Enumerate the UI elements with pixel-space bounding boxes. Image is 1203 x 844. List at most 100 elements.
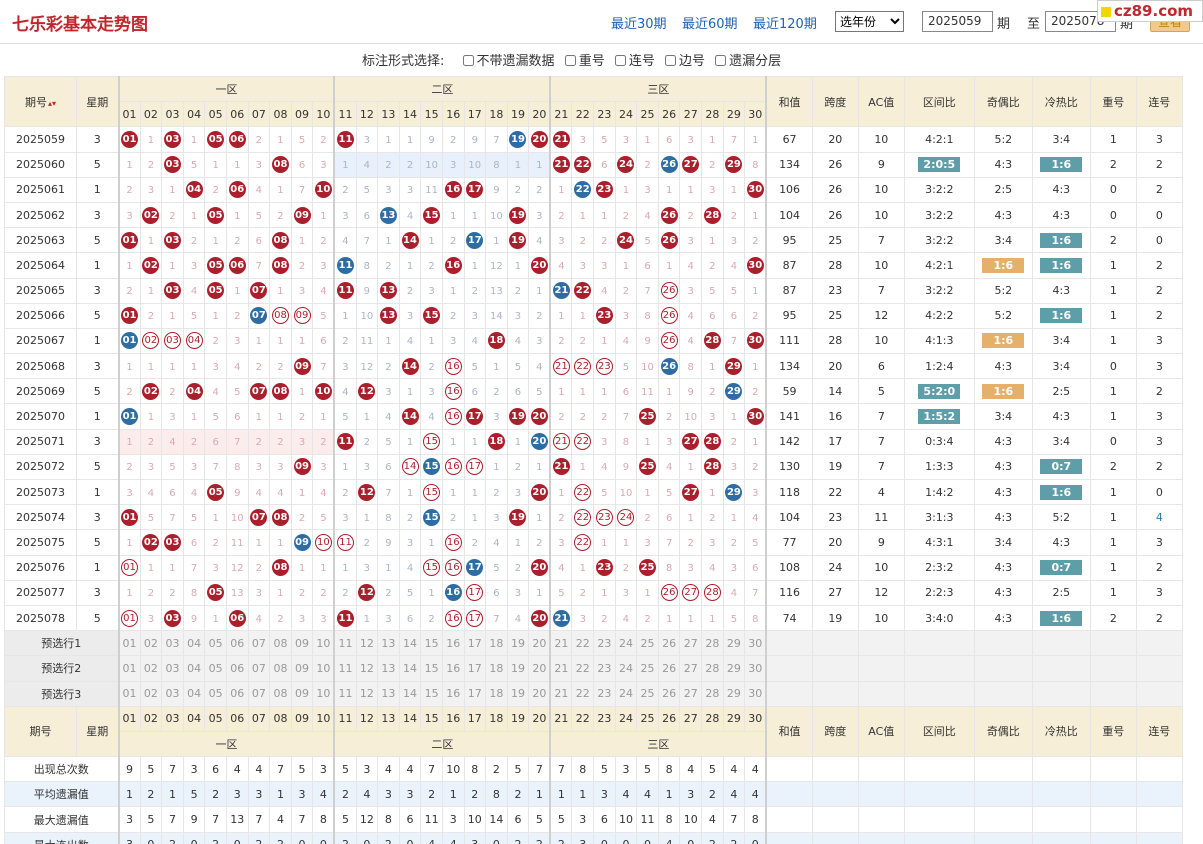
preselect-number[interactable]: 25	[636, 630, 659, 657]
preselect-number[interactable]: 24	[614, 680, 638, 707]
preselect-number[interactable]: 20	[528, 655, 551, 682]
sort-icon[interactable]: ▴▾	[47, 98, 57, 108]
year-select[interactable]: 选年份	[835, 11, 904, 32]
preselect-number[interactable]: 05	[204, 630, 227, 657]
preselect-number[interactable]: 18	[485, 680, 508, 707]
preselect-number[interactable]: 10	[312, 680, 335, 707]
preselect-number[interactable]: 04	[182, 680, 206, 707]
preselect-number[interactable]: 19	[506, 655, 530, 682]
preselect-number[interactable]: 13	[377, 655, 400, 682]
preselect-number[interactable]: 23	[593, 680, 616, 707]
preselect-number[interactable]: 05	[204, 655, 227, 682]
preselect-number[interactable]: 08	[269, 655, 292, 682]
preselect-number[interactable]: 28	[701, 680, 724, 707]
recent-120-link[interactable]: 最近120期	[753, 17, 817, 32]
preselect-number[interactable]: 11	[333, 655, 357, 682]
preselect-number[interactable]: 20	[528, 680, 551, 707]
preselect-number[interactable]: 29	[722, 655, 746, 682]
preselect-number[interactable]: 18	[485, 630, 508, 657]
preselect-number[interactable]: 10	[312, 630, 335, 657]
option-layer[interactable]: 遗漏分层	[715, 54, 781, 69]
preselect-number[interactable]: 04	[182, 630, 206, 657]
preselect-number[interactable]: 23	[593, 630, 616, 657]
preselect-number[interactable]: 02	[139, 630, 163, 657]
preselect-number[interactable]: 09	[290, 680, 314, 707]
option-no-missing-checkbox[interactable]	[462, 55, 474, 66]
preselect-number[interactable]: 02	[139, 655, 163, 682]
preselect-number[interactable]: 13	[377, 680, 400, 707]
preselect-number[interactable]: 19	[506, 680, 530, 707]
preselect-number[interactable]: 01	[117, 680, 141, 707]
preselect-number[interactable]: 07	[247, 680, 271, 707]
option-repeat-checkbox[interactable]	[564, 55, 576, 66]
preselect-number[interactable]: 16	[441, 655, 465, 682]
preselect-number[interactable]: 23	[593, 655, 616, 682]
preselect-number[interactable]: 19	[506, 630, 530, 657]
preselect-number[interactable]: 13	[377, 630, 400, 657]
option-edge-checkbox[interactable]	[665, 55, 676, 66]
preselect-number[interactable]: 29	[722, 680, 746, 707]
preselect-number[interactable]: 02	[139, 680, 163, 707]
preselect-number[interactable]: 27	[679, 655, 703, 682]
preselect-number[interactable]: 30	[744, 655, 767, 682]
preselect-number[interactable]: 26	[657, 655, 681, 682]
preselect-number[interactable]: 01	[117, 655, 141, 682]
preselect-number[interactable]: 04	[182, 655, 206, 682]
preselect-number[interactable]: 27	[679, 630, 703, 657]
preselect-number[interactable]: 06	[225, 680, 249, 707]
preselect-number[interactable]: 28	[701, 630, 724, 657]
preselect-number[interactable]: 14	[398, 630, 422, 657]
preselect-number[interactable]: 30	[744, 680, 767, 707]
option-repeat[interactable]: 重号	[564, 54, 605, 69]
preselect-row[interactable]: 预选行2 01 02 03 04 05 06 07 08 09 10 11 12 13 14 15 16 17 18…	[4, 655, 1183, 682]
recent-60-link[interactable]: 最近60期	[682, 17, 738, 32]
preselect-number[interactable]: 26	[657, 630, 681, 657]
preselect-number[interactable]: 26	[657, 680, 681, 707]
preselect-number[interactable]: 17	[463, 680, 487, 707]
preselect-number[interactable]: 14	[398, 680, 422, 707]
preselect-number[interactable]: 15	[420, 655, 443, 682]
preselect-number[interactable]: 03	[161, 630, 184, 657]
preselect-number[interactable]: 14	[398, 655, 422, 682]
preselect-number[interactable]: 11	[333, 680, 357, 707]
preselect-number[interactable]: 21	[549, 655, 573, 682]
preselect-number[interactable]: 11	[333, 630, 357, 657]
option-consecutive[interactable]: 连号	[614, 54, 655, 69]
preselect-number[interactable]: 16	[441, 680, 465, 707]
preselect-number[interactable]: 06	[225, 655, 249, 682]
preselect-number[interactable]: 09	[290, 655, 314, 682]
preselect-number[interactable]: 12	[355, 680, 379, 707]
preselect-number[interactable]: 12	[355, 630, 379, 657]
option-layer-checkbox[interactable]	[715, 55, 727, 66]
preselect-number[interactable]: 05	[204, 680, 227, 707]
preselect-number[interactable]: 22	[571, 630, 595, 657]
preselect-number[interactable]: 25	[636, 680, 659, 707]
preselect-number[interactable]: 25	[636, 655, 659, 682]
preselect-number[interactable]: 30	[744, 630, 767, 657]
preselect-number[interactable]: 03	[161, 680, 184, 707]
preselect-number[interactable]: 07	[247, 630, 271, 657]
preselect-number[interactable]: 17	[463, 655, 487, 682]
preselect-number[interactable]: 16	[441, 630, 465, 657]
preselect-number[interactable]: 09	[290, 630, 314, 657]
preselect-number[interactable]: 27	[679, 680, 703, 707]
preselect-number[interactable]: 15	[420, 630, 443, 657]
issue-header[interactable]: 期号▴▾	[4, 75, 77, 128]
preselect-row[interactable]: 预选行3 01 02 03 04 05 06 07 08 09 10 11 12 13 14 15 16 17 18…	[4, 680, 1183, 707]
preselect-number[interactable]: 21	[549, 680, 573, 707]
option-no-missing[interactable]: 不带遗漏数据	[462, 54, 555, 69]
recent-30-link[interactable]: 最近30期	[611, 17, 667, 32]
preselect-number[interactable]: 20	[528, 630, 551, 657]
preselect-number[interactable]: 21	[549, 630, 573, 657]
preselect-number[interactable]: 22	[571, 680, 595, 707]
preselect-number[interactable]: 07	[247, 655, 271, 682]
preselect-number[interactable]: 15	[420, 680, 443, 707]
option-consecutive-checkbox[interactable]	[614, 55, 626, 66]
preselect-number[interactable]: 24	[614, 630, 638, 657]
preselect-number[interactable]: 18	[485, 655, 508, 682]
preselect-number[interactable]: 29	[722, 630, 746, 657]
option-edge[interactable]: 边号	[665, 54, 705, 69]
preselect-number[interactable]: 03	[161, 655, 184, 682]
preselect-row[interactable]: 预选行1 01 02 03 04 05 06 07 08 09 10 11 12 13 14 15 16 17 18…	[4, 630, 1183, 657]
preselect-number[interactable]: 08	[269, 680, 292, 707]
